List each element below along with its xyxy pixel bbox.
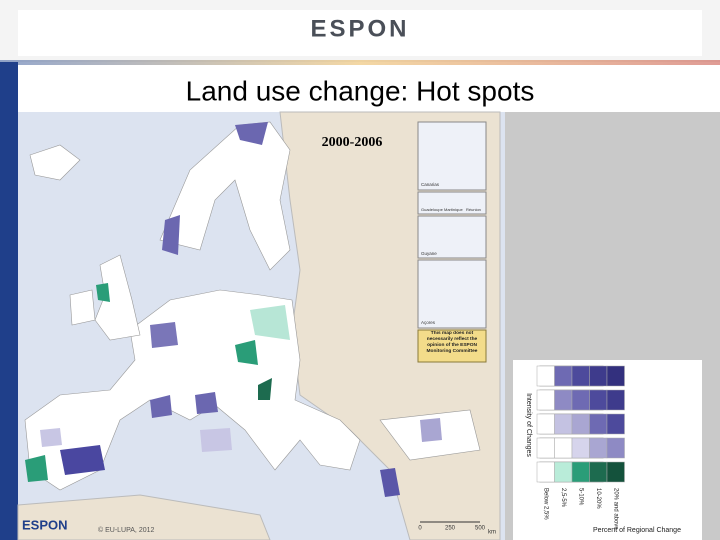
legend-y-title: Intensity of Changes (525, 393, 532, 457)
scale-label: 0 (418, 526, 422, 532)
legend-cell (589, 365, 608, 387)
title-band (18, 68, 702, 112)
inset-label: Açores (421, 320, 436, 325)
region (40, 428, 62, 447)
legend-x-title: Percent of Regional Change (593, 527, 681, 534)
logo: ESPON (310, 15, 409, 42)
hot-spot-regions (25, 122, 442, 497)
legend: Above 1,501,00 to 1,490,50 to 0,990 to 0… (536, 365, 625, 530)
legend-cell (554, 389, 573, 411)
region (162, 215, 180, 255)
legend-cell (571, 365, 590, 387)
legend-cell (589, 437, 608, 459)
legend-cell (606, 437, 625, 459)
legend-cell (606, 461, 625, 483)
ireland (69, 289, 96, 326)
legend-column-label: 20% and above (612, 488, 618, 530)
region (380, 468, 400, 497)
legend-cell (571, 389, 590, 411)
legend-column-label: 10-20% (595, 488, 601, 509)
scale-label: km (488, 530, 496, 536)
legend-cell (571, 437, 590, 459)
header-panel (18, 10, 702, 56)
legend-cell (571, 461, 590, 483)
inset-label: Réunion (466, 207, 481, 212)
insets: Canarias Guadeloupe Martinique Réunion G… (417, 121, 487, 363)
legend-cell (589, 413, 608, 435)
inset-box (417, 259, 487, 329)
disclaimer: This map does not necessarily reflect th… (426, 331, 478, 354)
region (25, 455, 48, 482)
disclaimer-holder: This map does not necessarily reflect th… (426, 331, 478, 354)
disclaimer-box (417, 329, 487, 363)
continental-europe (24, 289, 361, 491)
legend-column-label: 2,5-5% (560, 488, 566, 508)
region (235, 122, 268, 145)
legend-cell (571, 413, 590, 435)
scale-label: 500 (475, 526, 486, 532)
inset-box (417, 215, 487, 259)
legend-cell (589, 461, 608, 483)
legend-cell (554, 461, 573, 483)
left-band (0, 62, 18, 540)
region (420, 418, 442, 442)
region (60, 445, 105, 475)
map-period: 2000-2006 (322, 135, 383, 150)
region (150, 322, 178, 348)
slide-title: Land use change: Hot spots (186, 75, 535, 106)
legend-cell (536, 365, 555, 387)
inset-label: Guyane (421, 251, 437, 256)
credit: © EU-LUPA, 2012 (98, 526, 154, 534)
inset-box (417, 191, 487, 215)
legend-cell (536, 437, 555, 459)
legend-cell (589, 389, 608, 411)
region (195, 392, 218, 414)
region (235, 340, 258, 365)
region (200, 428, 232, 452)
legend-cell (606, 413, 625, 435)
legend-cell (554, 365, 573, 387)
inset-box (417, 121, 487, 191)
region (150, 395, 172, 418)
region (258, 378, 272, 400)
region (250, 305, 290, 340)
legend-column-label: 5-10% (577, 488, 583, 506)
header-strip (0, 60, 720, 65)
scale-label: 250 (445, 526, 456, 532)
legend-column-label: Below 2,5% (542, 488, 548, 520)
legend-cell (536, 389, 555, 411)
legend-cell (606, 389, 625, 411)
inset-label: Canarias (421, 182, 440, 187)
legend-cell (554, 413, 573, 435)
north-africa (17, 494, 271, 540)
legend-cell (554, 437, 573, 459)
inset-label: Guadeloupe (421, 207, 444, 212)
iceland (29, 144, 81, 181)
legend-cell (606, 365, 625, 387)
footer-logo: ESPON (22, 517, 68, 532)
inset-label: Martinique (444, 207, 463, 212)
region (96, 283, 110, 302)
legend-cell (536, 413, 555, 435)
legend-cell (536, 461, 555, 483)
